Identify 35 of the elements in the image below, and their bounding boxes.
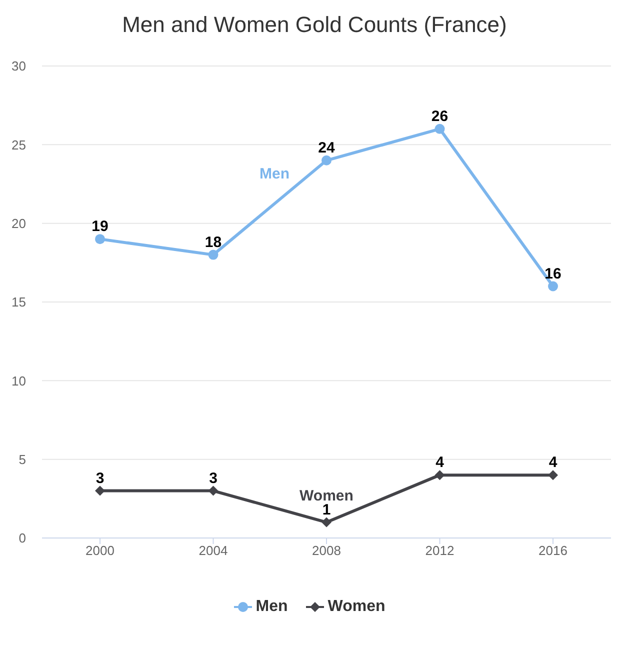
x-tick-label: 2004 [198,543,228,558]
y-tick-label: 5 [18,452,26,467]
point [322,517,332,528]
x-tick-label: 2008 [312,543,341,558]
y-tick-label: 25 [12,137,26,152]
point [434,124,445,134]
data-label: 26 [431,108,448,125]
y-tick-label: 30 [12,58,26,74]
data-label: 19 [92,218,108,236]
data-label: 18 [204,234,222,251]
y-tick-label: 20 [12,216,26,231]
data-label: 3 [209,470,218,487]
point [95,234,105,244]
x-tick-label: 2012 [425,543,454,558]
y-tick-label: 0 [18,530,26,546]
x-tick-label: 2016 [538,543,568,558]
y-tick-label: 15 [12,294,26,310]
text: Men [260,165,290,182]
data-label: 4 [436,454,445,472]
legend-label: Women [328,598,386,616]
point [208,486,218,496]
y-tick-label: 10 [12,373,26,388]
data-label: 16 [544,265,562,282]
point [95,486,105,496]
chart-title: Men and Women Gold Counts (France) [121,12,508,38]
point [322,155,332,166]
point [434,470,445,480]
point [208,250,218,260]
point [548,281,558,292]
data-label: 24 [318,139,336,156]
data-label: 4 [548,454,558,472]
legend-label: Men [256,598,288,616]
point [548,470,558,480]
x-tick-label: 2000 [86,543,114,558]
data-label: 3 [96,470,104,487]
